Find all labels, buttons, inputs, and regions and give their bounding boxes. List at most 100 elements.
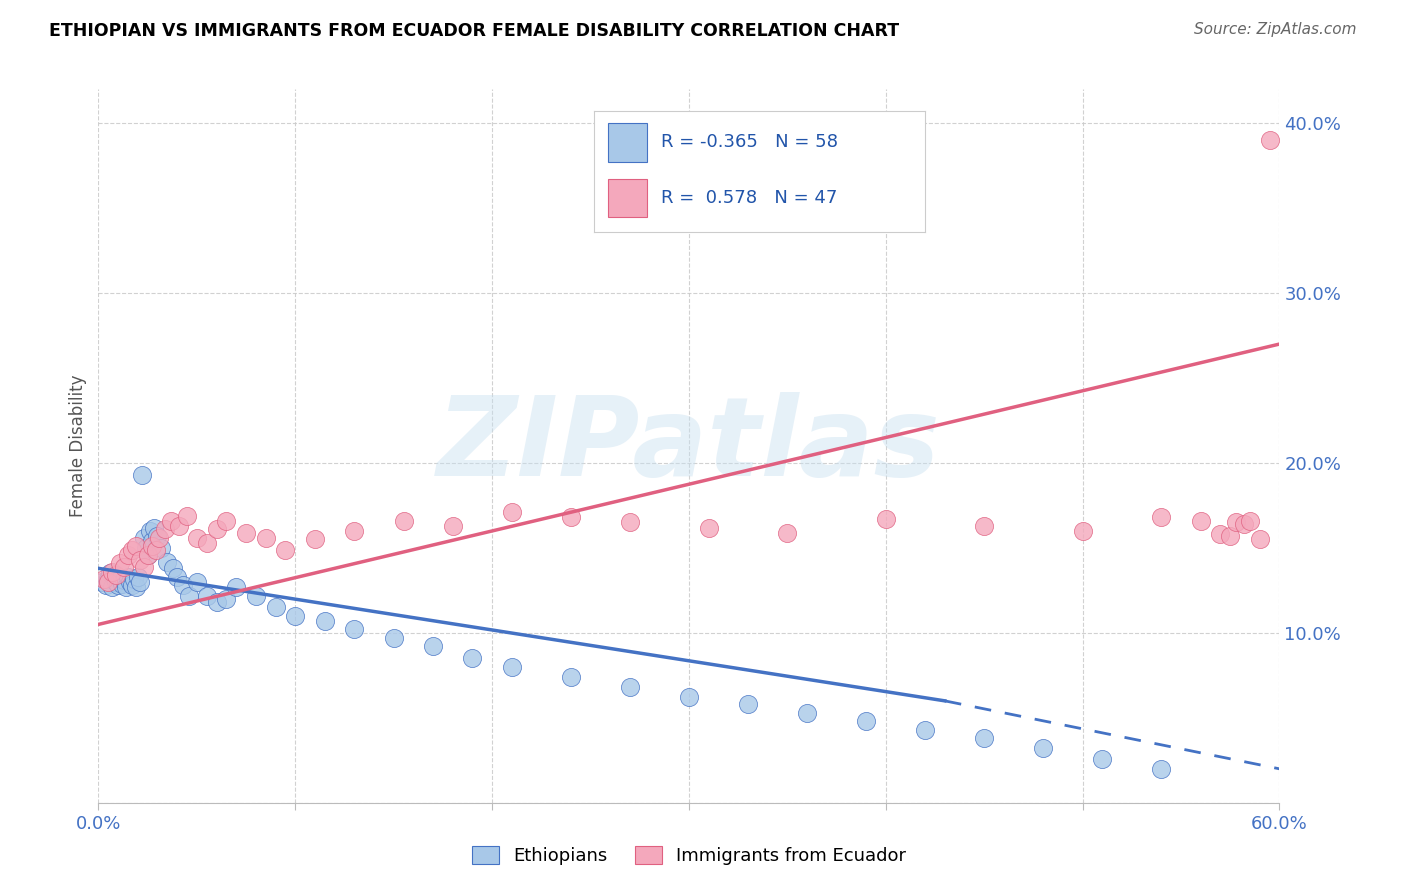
Point: [121, 542, 143, 557]
Point: [136, 548, 159, 562]
Point: [117, 548, 139, 562]
Point: [186, 531, 208, 545]
Point: [274, 542, 297, 557]
Text: ETHIOPIAN VS IMMIGRANTS FROM ECUADOR FEMALE DISABILITY CORRELATION CHART: ETHIOPIAN VS IMMIGRANTS FROM ECUADOR FEM…: [49, 22, 900, 40]
Point: [215, 514, 238, 528]
Point: [172, 578, 194, 592]
Point: [1150, 762, 1173, 776]
Point: [135, 541, 157, 555]
Point: [973, 731, 995, 746]
Point: [148, 531, 170, 545]
Point: [1249, 533, 1271, 547]
Point: [205, 595, 228, 609]
Point: [98, 566, 121, 581]
Point: [186, 574, 208, 589]
Point: [150, 541, 173, 555]
Point: [1150, 510, 1173, 524]
Point: [115, 580, 138, 594]
Point: [97, 572, 120, 586]
Text: ZIPatlas: ZIPatlas: [437, 392, 941, 500]
Point: [343, 524, 366, 538]
Point: [1225, 516, 1247, 530]
Point: [125, 539, 148, 553]
Point: [128, 574, 150, 589]
Point: [1189, 514, 1212, 528]
Point: [1209, 527, 1232, 541]
Point: [225, 580, 247, 594]
Point: [97, 574, 120, 589]
Point: [91, 574, 114, 589]
Y-axis label: Female Disability: Female Disability: [69, 375, 87, 517]
Point: [108, 556, 131, 570]
Point: [1219, 529, 1241, 543]
Point: [1071, 524, 1094, 538]
Point: [132, 559, 155, 574]
Point: [1032, 741, 1054, 756]
Point: [138, 524, 160, 538]
Point: [314, 614, 336, 628]
Point: [176, 508, 198, 523]
Point: [501, 505, 523, 519]
Point: [914, 723, 936, 737]
Point: [160, 514, 183, 528]
Point: [235, 525, 257, 540]
Point: [112, 559, 135, 574]
Text: Source: ZipAtlas.com: Source: ZipAtlas.com: [1194, 22, 1357, 37]
Point: [205, 522, 228, 536]
Point: [195, 589, 218, 603]
Point: [195, 536, 218, 550]
Point: [254, 531, 277, 545]
Point: [619, 516, 641, 530]
Point: [141, 539, 163, 553]
Point: [177, 589, 200, 603]
Point: [103, 570, 125, 584]
Point: [101, 565, 124, 579]
Point: [796, 706, 818, 720]
Point: [245, 589, 267, 603]
Point: [422, 640, 444, 654]
Point: [1239, 514, 1261, 528]
Point: [145, 542, 167, 557]
Point: [1233, 517, 1256, 532]
Point: [112, 573, 135, 587]
Point: [304, 533, 326, 547]
Point: [973, 519, 995, 533]
Point: [392, 514, 415, 528]
Point: [107, 578, 129, 592]
Point: [122, 572, 145, 586]
Point: [155, 522, 177, 536]
Point: [128, 553, 150, 567]
Legend: Ethiopians, Immigrants from Ecuador: Ethiopians, Immigrants from Ecuador: [472, 846, 905, 865]
Point: [215, 591, 238, 606]
Point: [461, 651, 484, 665]
Point: [125, 580, 148, 594]
Point: [284, 608, 307, 623]
Point: [93, 572, 115, 586]
Point: [382, 631, 405, 645]
Point: [101, 580, 124, 594]
Point: [156, 555, 179, 569]
Point: [142, 520, 165, 534]
Point: [737, 698, 759, 712]
Point: [131, 467, 153, 482]
Point: [343, 623, 366, 637]
Point: [1091, 751, 1114, 765]
Point: [697, 520, 720, 534]
Point: [105, 574, 128, 589]
Point: [875, 512, 897, 526]
Point: [678, 690, 700, 705]
Point: [560, 510, 582, 524]
Point: [146, 529, 169, 543]
Point: [166, 570, 188, 584]
Point: [855, 714, 877, 729]
Point: [776, 525, 799, 540]
Point: [108, 572, 131, 586]
Point: [501, 660, 523, 674]
Point: [441, 519, 464, 533]
Point: [162, 561, 184, 575]
Point: [105, 568, 128, 582]
Point: [132, 531, 155, 545]
Point: [96, 578, 118, 592]
Point: [121, 578, 143, 592]
Point: [1258, 133, 1281, 147]
